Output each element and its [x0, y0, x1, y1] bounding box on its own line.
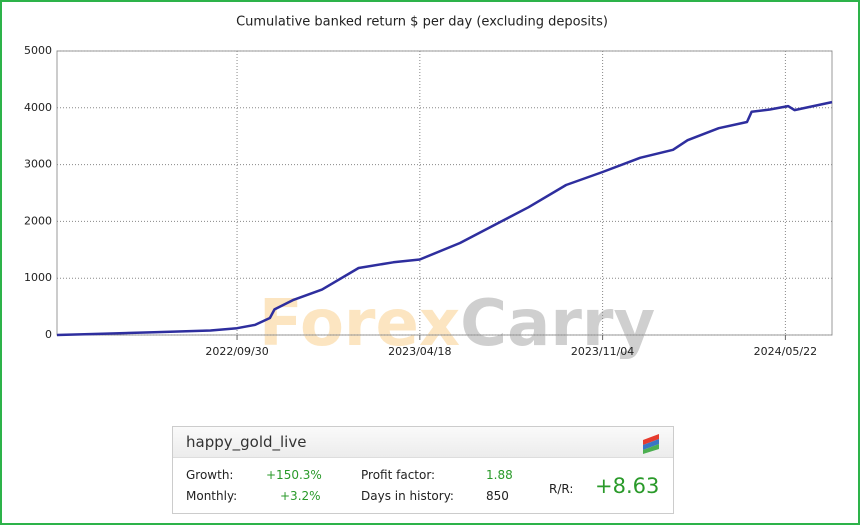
y-tick-label: 0: [45, 328, 52, 341]
stat-label: Profit factor:: [361, 468, 436, 482]
y-tick-label: 4000: [24, 101, 52, 114]
y-tick-label: 2000: [24, 214, 52, 227]
chart: Cumulative banked return $ per day (excl…: [24, 15, 833, 361]
stat-value: 1.88: [486, 468, 513, 482]
logo: [643, 434, 659, 454]
stat-label: R/R:: [549, 482, 574, 496]
stat-value: +3.2%: [280, 489, 321, 503]
watermark: ForexCarry: [259, 287, 655, 361]
chart-title: Cumulative banked return $ per day (excl…: [236, 15, 608, 30]
watermark-part: Carry: [460, 287, 655, 361]
line: [56, 100, 833, 337]
account-widget: happy_gold_live Growth: +150.3% Monthly:…: [172, 426, 674, 514]
stat-label: Growth:: [186, 468, 234, 482]
account-name: happy_gold_live: [173, 427, 673, 458]
stat-value: +150.3%: [266, 468, 322, 482]
x-tick-label: 2022/09/30: [205, 345, 268, 358]
stat-label: Monthly:: [186, 489, 238, 503]
watermark-part: Forex: [259, 287, 460, 361]
stat-value: 850: [486, 489, 509, 503]
x-tick-label: 2024/05/22: [754, 345, 817, 358]
stat-value: +8.63: [595, 474, 660, 498]
y-tick-label: 5000: [24, 44, 52, 57]
x-tick-label: 2023/11/04: [571, 345, 634, 358]
stat-label: Days in history:: [361, 489, 454, 503]
y-tick-label: 3000: [24, 158, 52, 171]
y-tick-label: 1000: [24, 271, 52, 284]
x-tick-label: 2023/04/18: [388, 345, 451, 358]
